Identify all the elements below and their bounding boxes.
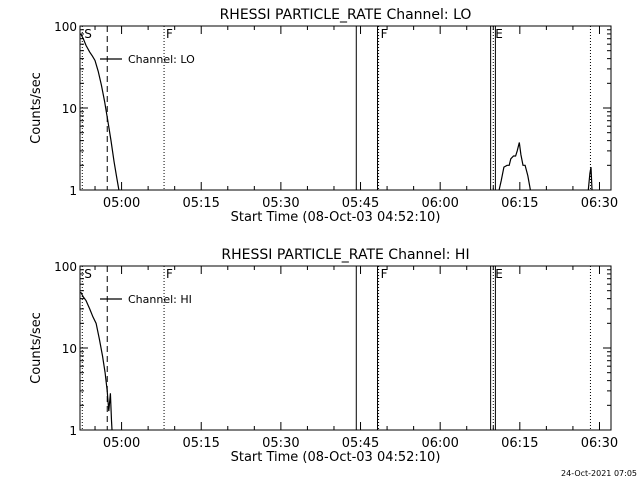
legend-label: Channel: LO (128, 53, 195, 66)
y-tick-label: 1 (69, 184, 77, 198)
series-line (498, 142, 531, 191)
y-tick-label: 100 (54, 20, 77, 34)
x-tick-label: 06:15 (501, 436, 538, 451)
x-tick-label: 05:45 (342, 436, 379, 451)
series-line (587, 166, 593, 191)
y-tick-label: 100 (54, 260, 77, 274)
chart-title: RHESSI PARTICLE_RATE Channel: HI (221, 247, 469, 263)
x-tick-label: 05:30 (262, 436, 299, 451)
event-marker-label: S (84, 27, 92, 41)
footer-timestamp: 24-Oct-2021 07:05 (561, 469, 637, 478)
event-marker-label: E (495, 27, 503, 41)
y-tick-label: 1 (69, 424, 77, 438)
event-marker-label: F (166, 27, 173, 41)
event-marker-label: E (495, 267, 503, 281)
x-tick-label: 05:45 (342, 196, 379, 211)
chart-panel-1: RHESSI PARTICLE_RATE Channel: LO 1 10 100 05… (29, 7, 618, 225)
y-axis-label: Counts/sec (29, 312, 44, 384)
x-tick-label: 05:15 (182, 436, 219, 451)
chart-panels: RHESSI PARTICLE_RATE Channel: LO 1 10 100 05… (29, 7, 618, 465)
event-marker-label: F (381, 27, 388, 41)
x-tick-label: 05:30 (262, 196, 299, 211)
y-axis-label: Counts/sec (29, 72, 44, 144)
event-marker-label: F (166, 267, 173, 281)
x-tick-label: 06:00 (421, 436, 458, 451)
chart-panel-2: RHESSI PARTICLE_RATE Channel: HI 1 10 100 05… (29, 247, 618, 465)
x-tick-label: 06:15 (501, 196, 538, 211)
y-tick-label: 10 (62, 102, 77, 116)
series-line (80, 291, 113, 431)
x-tick-label: 05:15 (182, 196, 219, 211)
y-tick-label: 10 (62, 342, 77, 356)
event-marker-label: S (84, 267, 92, 281)
series-line (80, 33, 120, 191)
x-tick-label: 05:00 (103, 196, 140, 211)
x-tick-label: 06:30 (581, 436, 618, 451)
x-axis-label: Start Time (08-Oct-03 04:52:10) (231, 450, 441, 465)
x-tick-label: 06:00 (421, 196, 458, 211)
legend-label: Channel: HI (128, 293, 192, 306)
x-tick-label: 06:30 (581, 196, 618, 211)
event-marker-label: F (381, 267, 388, 281)
x-tick-label: 05:00 (103, 436, 140, 451)
chart-title: RHESSI PARTICLE_RATE Channel: LO (220, 7, 472, 23)
x-axis-label: Start Time (08-Oct-03 04:52:10) (231, 210, 441, 225)
